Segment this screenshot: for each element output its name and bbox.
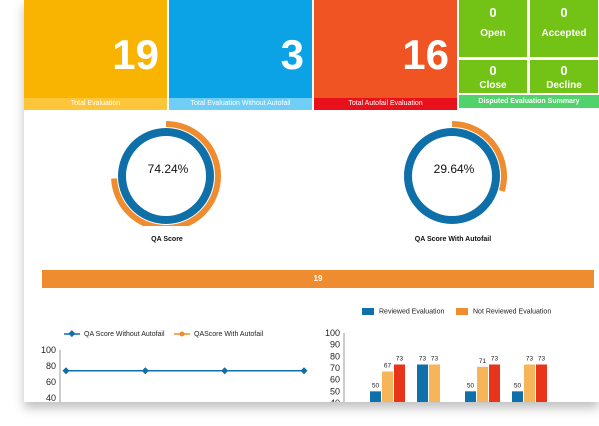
qa-score-gauge: 74.24% [108,116,228,226]
line-y-tick-label: 100 [41,345,56,355]
qa-score-value: 74.24% [147,162,189,176]
orange-swatch-icon [456,308,468,315]
qa-score-autofail-value: 29.64% [433,162,475,176]
line-y-tick-label: 80 [46,361,56,371]
bar-legend-label-1: Reviewed Evaluation [379,308,445,316]
disputed-decline-box[interactable]: 0 Decline [530,60,598,93]
blue-diamond-icon [64,330,80,338]
line-point-without-autofail [300,367,308,375]
bar-y-tick-label: 100 [325,328,340,338]
bar-value-label: 50 [372,382,380,389]
line-point-without-autofail [221,367,229,375]
disputed-accepted-box[interactable]: 0 Accepted [530,0,598,57]
total-evaluation-label: Total Evaluation [24,98,167,110]
autofail-evaluation-label: Total Autofail Evaluation [314,98,457,110]
bar-y-tick-label: 90 [330,340,340,350]
evaluation-without-autofail-label: Total Evaluation Without Autofail [169,98,312,110]
bar-y-tick-label: 40 [330,398,340,402]
qa-score-track [118,128,214,224]
bar-chart-legend-2: Not Reviewed Evaluation [456,308,551,315]
bar [394,364,405,402]
bar [382,371,393,402]
bar [477,366,488,402]
disputed-accepted-label: Accepted [541,28,587,39]
bar [370,391,381,402]
blue-swatch-icon [362,308,374,315]
line-point-without-autofail [141,367,149,375]
qa-score-autofail-title: QA Score With Autofail [414,236,492,243]
disputed-summary-tile: 0 Open 0 Accepted 0 Close 0 Decline Disp… [459,0,599,110]
evaluation-without-autofail-tile[interactable]: 3 Total Evaluation Without Autofail [169,0,312,110]
bar-value-label: 67 [384,363,392,370]
total-evaluation-value: 19 [112,31,159,78]
disputed-open-value: 0 [489,5,497,20]
bar-value-label: 73 [491,356,499,363]
disputed-open-label: Open [480,28,506,39]
qa-score-autofail-progress [451,121,507,192]
bar-y-tick-label: 50 [330,386,340,396]
orange-circle-icon [174,331,190,337]
bar [524,364,535,402]
bar-value-label: 71 [479,358,487,365]
autofail-evaluation-value: 16 [402,31,449,78]
disputed-decline-value: 0 [560,63,568,78]
qa-score-line-chart: 100 80 60 40 [41,345,308,402]
bar [417,364,428,402]
bar-y-tick-label: 80 [330,351,340,361]
line-legend-label-2: QAScore With Autofail [194,330,264,338]
line-point-without-autofail [62,367,70,375]
disputed-open-box[interactable]: 0 Open [459,0,527,57]
line-y-tick-label: 60 [46,377,56,387]
evaluation-count-banner: 19 [42,270,594,288]
line-y-tick-label: 40 [46,393,56,402]
bar-value-label: 73 [431,356,439,363]
bar-value-label: 73 [538,356,546,363]
bar-y-tick-label: 70 [330,363,340,373]
bar-value-label: 73 [396,356,404,363]
dashboard-panel: 19 Total Evaluation 3 Total Evaluation W… [24,0,599,402]
qa-score-autofail-gauge: 29.64% [394,116,514,226]
bar [429,364,440,402]
evaluation-without-autofail-value: 3 [280,31,304,78]
qa-score-title: QA Score [151,236,183,243]
qa-score-autofail-track [404,128,500,224]
bar-y-tick-label: 60 [330,375,340,385]
qa-score-autofail-ring [404,121,507,224]
bar [465,391,476,402]
disputed-close-label: Close [479,80,507,91]
disputed-decline-label: Decline [546,80,582,91]
bar [512,391,523,402]
bar-value-label: 73 [526,356,534,363]
qa-score-progress [111,121,221,226]
bar-legend-label-2: Not Reviewed Evaluation [473,308,552,316]
total-evaluation-tile[interactable]: 19 Total Evaluation [24,0,167,110]
qa-score-ring [111,121,221,226]
line-legend-label-1: QA Score Without Autofail [84,330,165,338]
autofail-evaluation-tile[interactable]: 16 Total Autofail Evaluation [314,0,457,110]
bar [489,364,500,402]
disputed-accepted-value: 0 [560,5,568,20]
bar [536,364,547,402]
disputed-summary-title: Disputed Evaluation Summary [459,95,599,108]
disputed-close-box[interactable]: 0 Close [459,60,527,93]
line-chart-legend-2: QAScore With Autofail [174,330,263,338]
bar-value-label: 50 [514,382,522,389]
line-chart-legend-1: QA Score Without Autofail [64,330,165,338]
bar-chart-legend-1: Reviewed Evaluation [362,308,444,315]
bar-value-label: 50 [467,382,475,389]
disputed-close-value: 0 [489,63,497,78]
bar-value-label: 73 [419,356,427,363]
